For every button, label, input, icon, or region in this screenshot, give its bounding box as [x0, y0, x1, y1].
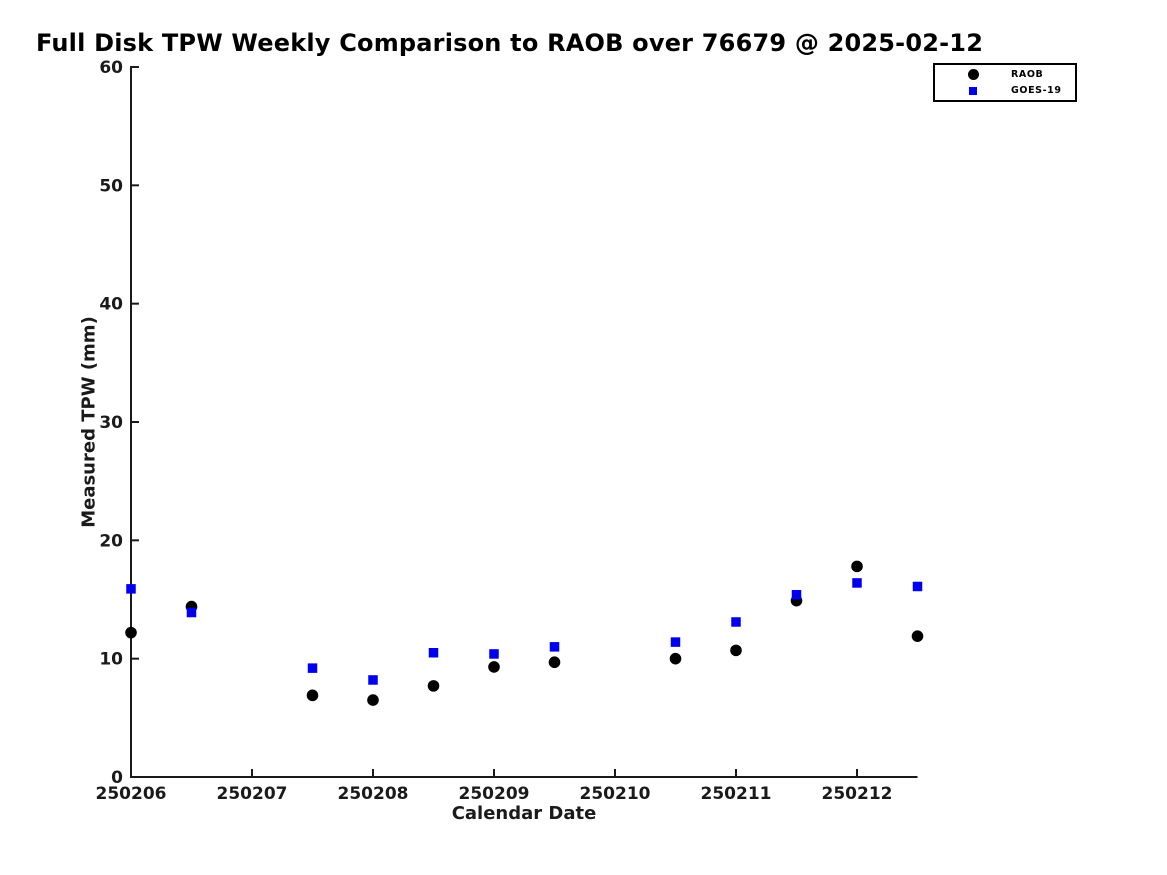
x-tick-label: 250206 [96, 784, 167, 804]
y-tick-label: 0 [111, 768, 123, 788]
raob-marker-cell [935, 69, 1011, 80]
y-tick-label: 10 [99, 650, 123, 670]
data-point-goes-19 [428, 648, 439, 658]
data-point-raob [851, 560, 863, 573]
data-point-raob [306, 689, 319, 702]
raob-circle-marker-icon [967, 69, 979, 80]
data-point-goes-19 [549, 642, 560, 652]
goes19-marker-cell [935, 86, 1011, 95]
x-tick-label: 250212 [822, 784, 893, 804]
x-tick-label: 250207 [217, 784, 288, 804]
data-point-raob [548, 656, 561, 669]
data-point-raob [669, 652, 682, 665]
data-point-raob [911, 630, 924, 642]
data-point-raob [427, 680, 440, 692]
data-point-goes-19 [852, 578, 862, 588]
data-point-goes-19 [307, 663, 318, 673]
data-point-goes-19 [912, 581, 923, 592]
x-axis-label: Calendar Date [451, 803, 597, 824]
x-tick-label: 250211 [701, 784, 772, 804]
data-point-raob [730, 644, 742, 657]
legend: RAOB GOES-19 [933, 63, 1077, 102]
y-tick-label: 30 [99, 413, 123, 433]
data-point-goes-19 [489, 649, 499, 659]
x-tick-label: 250210 [580, 784, 651, 804]
y-tick-label: 60 [99, 58, 123, 78]
goes19-square-marker-icon [969, 86, 977, 95]
legend-label-raob: RAOB [1011, 69, 1044, 80]
legend-item-goes19: GOES-19 [935, 83, 1075, 99]
data-point-goes-19 [368, 675, 378, 685]
y-tick-label: 20 [99, 531, 123, 551]
legend-item-raob: RAOB [935, 67, 1075, 83]
data-point-goes-19 [731, 617, 741, 627]
y-axis-label: Measured TPW (mm) [78, 316, 100, 528]
data-point-goes-19 [186, 607, 197, 618]
data-point-goes-19 [126, 584, 136, 594]
x-tick-label: 250208 [338, 784, 409, 804]
data-point-raob [488, 661, 500, 673]
data-point-goes-19 [791, 590, 802, 600]
legend-label-goes19: GOES-19 [1011, 85, 1062, 96]
data-point-raob [367, 694, 379, 706]
y-tick-label: 50 [99, 176, 123, 196]
chart-title: Full Disk TPW Weekly Comparison to RAOB … [36, 29, 984, 57]
data-point-raob [125, 626, 137, 639]
y-tick-label: 40 [99, 295, 123, 315]
x-tick-label: 250209 [459, 784, 530, 804]
data-point-goes-19 [670, 637, 681, 647]
